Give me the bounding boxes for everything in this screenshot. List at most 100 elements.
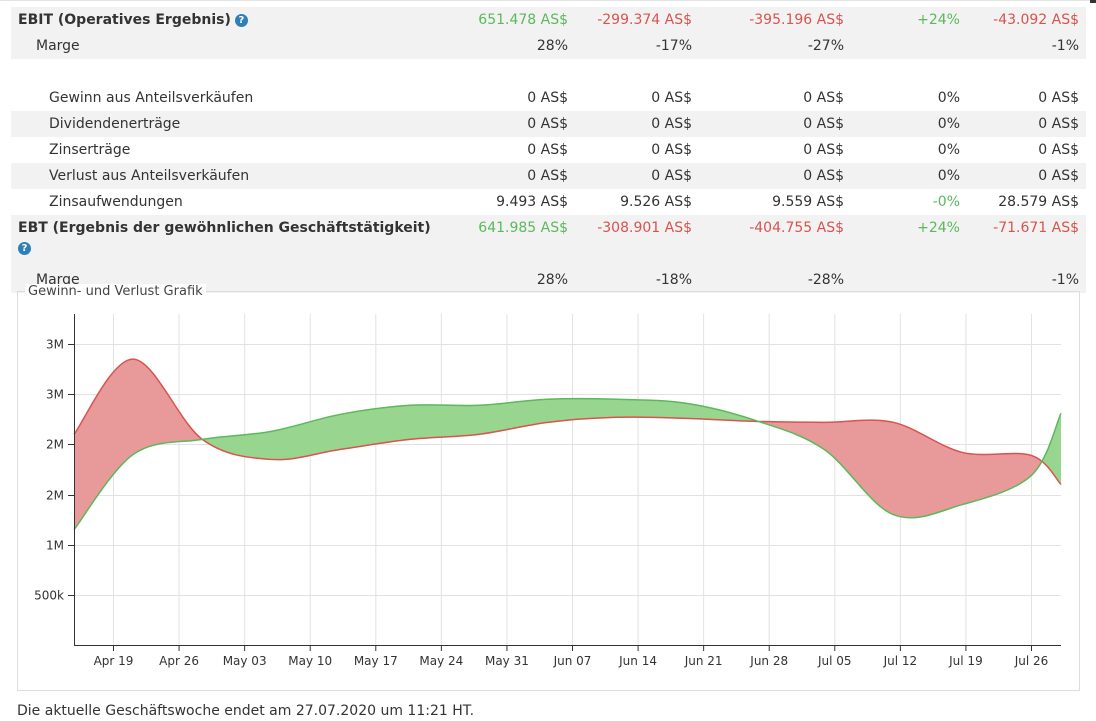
- row-label: Zinserträge: [49, 142, 131, 158]
- value-cell: 0 AS$: [527, 142, 568, 158]
- x-tick-label: Jul 05: [817, 654, 852, 668]
- value-cell: 0 AS$: [803, 90, 844, 106]
- x-tick-label: Jun 07: [553, 654, 592, 668]
- value-cell: 0%: [851, 163, 967, 189]
- x-tick-label: May 17: [354, 654, 398, 668]
- value-cell: 0 AS$: [699, 111, 851, 137]
- row-label: Zinsaufwendungen: [49, 194, 183, 210]
- value-cell: 0 AS$: [699, 163, 851, 189]
- financial-table-body: EBIT (Operatives Ergebnis)? 651.478 AS$ -2…: [11, 7, 1086, 293]
- table-row: Marge 28% -17% -27% -1%: [11, 33, 1086, 59]
- value-cell: 0 AS$: [803, 142, 844, 158]
- row-label: EBIT (Operatives Ergebnis): [18, 12, 231, 28]
- row-label-cell: Verlust aus Anteilsverkäufen: [11, 163, 459, 189]
- value-cell: -28%: [699, 267, 851, 293]
- financial-table: EBIT (Operatives Ergebnis)? 651.478 AS$ -2…: [11, 7, 1086, 293]
- value-cell: -395.196 AS$: [699, 7, 851, 33]
- value-cell: 0 AS$: [459, 163, 575, 189]
- top-corner-mark: [1090, 0, 1096, 3]
- row-label-cell: Zinsaufwendungen: [11, 189, 459, 215]
- value-cell: 0 AS$: [1038, 142, 1079, 158]
- x-tick-label: May 03: [223, 654, 267, 668]
- row-label: Verlust aus Anteilsverkäufen: [49, 168, 250, 184]
- row-label-cell: EBIT (Operatives Ergebnis)?: [11, 7, 459, 33]
- value-cell: 0 AS$: [575, 111, 699, 137]
- value-cell: -43.092 AS$: [967, 7, 1086, 33]
- y-tick-label: 500k: [34, 589, 64, 603]
- value-cell: 28%: [459, 33, 575, 59]
- value-cell: 641.985 AS$: [459, 215, 575, 267]
- value-cell: 0 AS$: [459, 111, 575, 137]
- value-cell: -27%: [699, 33, 851, 59]
- x-tick-label: Jul 26: [1014, 654, 1049, 668]
- row-label-cell: EBT (Ergebnis der gewöhnlichen Geschäfts…: [11, 215, 459, 267]
- y-tick-label: 1M: [46, 539, 64, 553]
- series-line-red: [73, 358, 1062, 486]
- value-cell: 28.579 AS$: [998, 194, 1079, 210]
- row-label-cell: Gewinn aus Anteilsverkäufen: [11, 85, 459, 111]
- value-cell: 0 AS$: [527, 90, 568, 106]
- chart-title: Gewinn- und Verlust Grafik: [25, 284, 206, 299]
- value-cell: -0%: [932, 194, 960, 210]
- value-cell: -71.671 AS$: [967, 215, 1086, 267]
- y-tick-label: 3M: [46, 388, 64, 402]
- x-tick-label: May 24: [419, 654, 463, 668]
- value-cell: 9.559 AS$: [772, 194, 844, 210]
- profit-loss-chart: 500k 1M 2M 2M 3M 3M Apr 19 Apr 26 May 03 May 10 Ma…: [34, 314, 1062, 668]
- value-cell: 0 AS$: [1038, 90, 1079, 106]
- table-row: Marge 28% -18% -28% -1%: [11, 267, 1086, 293]
- value-cell: [851, 267, 967, 293]
- value-cell: 9.493 AS$: [496, 194, 568, 210]
- value-cell: [851, 33, 967, 59]
- table-spacer-row: [11, 59, 1086, 85]
- value-cell: -404.755 AS$: [699, 215, 851, 267]
- row-label: Dividendenerträge: [49, 116, 181, 132]
- chart-panel: [17, 291, 1080, 691]
- top-border: [0, 0, 1096, 1]
- x-tick-label: Jul 19: [948, 654, 983, 668]
- value-cell: 28%: [459, 267, 575, 293]
- value-cell: -1%: [967, 267, 1086, 293]
- help-icon[interactable]: ?: [234, 14, 248, 27]
- row-label-cell: Marge: [11, 33, 459, 59]
- value-cell: 9.526 AS$: [620, 194, 692, 210]
- x-tick-label: May 10: [288, 654, 332, 668]
- value-cell: 0 AS$: [651, 90, 692, 106]
- table-row: EBT (Ergebnis der gewöhnlichen Geschäfts…: [11, 215, 1086, 267]
- business-week-note: Die aktuelle Geschäftswoche endet am 27.…: [17, 703, 475, 719]
- x-tick-label: Jun 14: [618, 654, 657, 668]
- y-tick-label: 3M: [46, 338, 64, 352]
- value-cell: 0%: [851, 111, 967, 137]
- value-cell: -17%: [575, 33, 699, 59]
- x-tick-label: Jun 28: [749, 654, 788, 668]
- row-label: EBT (Ergebnis der gewöhnlichen Geschäfts…: [18, 220, 431, 236]
- table-row: Verlust aus Anteilsverkäufen 0 AS$ 0 AS$ 0 …: [11, 163, 1086, 189]
- value-cell: 0 AS$: [967, 111, 1086, 137]
- table-row: Dividendenerträge 0 AS$ 0 AS$ 0 AS$ 0% 0 AS$: [11, 111, 1086, 137]
- y-tick-label: 2M: [46, 438, 64, 452]
- help-icon[interactable]: ?: [18, 242, 31, 255]
- value-cell: 0 AS$: [651, 142, 692, 158]
- x-tick-label: Apr 26: [159, 654, 199, 668]
- table-row: Zinsaufwendungen 9.493 AS$ 9.526 AS$ 9.559 …: [11, 189, 1086, 215]
- value-cell: +24%: [851, 7, 967, 33]
- row-label-cell: Dividendenerträge: [11, 111, 459, 137]
- x-tick-label: Jun 21: [684, 654, 723, 668]
- value-cell: 0 AS$: [967, 163, 1086, 189]
- x-tick-label: Jul 12: [883, 654, 918, 668]
- value-cell: 0 AS$: [575, 163, 699, 189]
- table-row: Zinserträge 0 AS$ 0 AS$ 0 AS$ 0% 0 AS$: [11, 137, 1086, 163]
- value-cell: 651.478 AS$: [459, 7, 575, 33]
- value-cell: -299.374 AS$: [575, 7, 699, 33]
- row-label: Marge: [36, 38, 80, 54]
- row-label-cell: Zinserträge: [11, 137, 459, 163]
- x-tick-label: Apr 19: [94, 654, 134, 668]
- value-cell: -308.901 AS$: [575, 215, 699, 267]
- x-tick-label: May 31: [485, 654, 529, 668]
- value-cell: 0%: [937, 142, 960, 158]
- series-line-green: [73, 397, 1062, 531]
- value-cell: -1%: [967, 33, 1086, 59]
- value-cell: +24%: [851, 215, 967, 267]
- value-cell: -18%: [575, 267, 699, 293]
- y-tick-label: 2M: [46, 489, 64, 503]
